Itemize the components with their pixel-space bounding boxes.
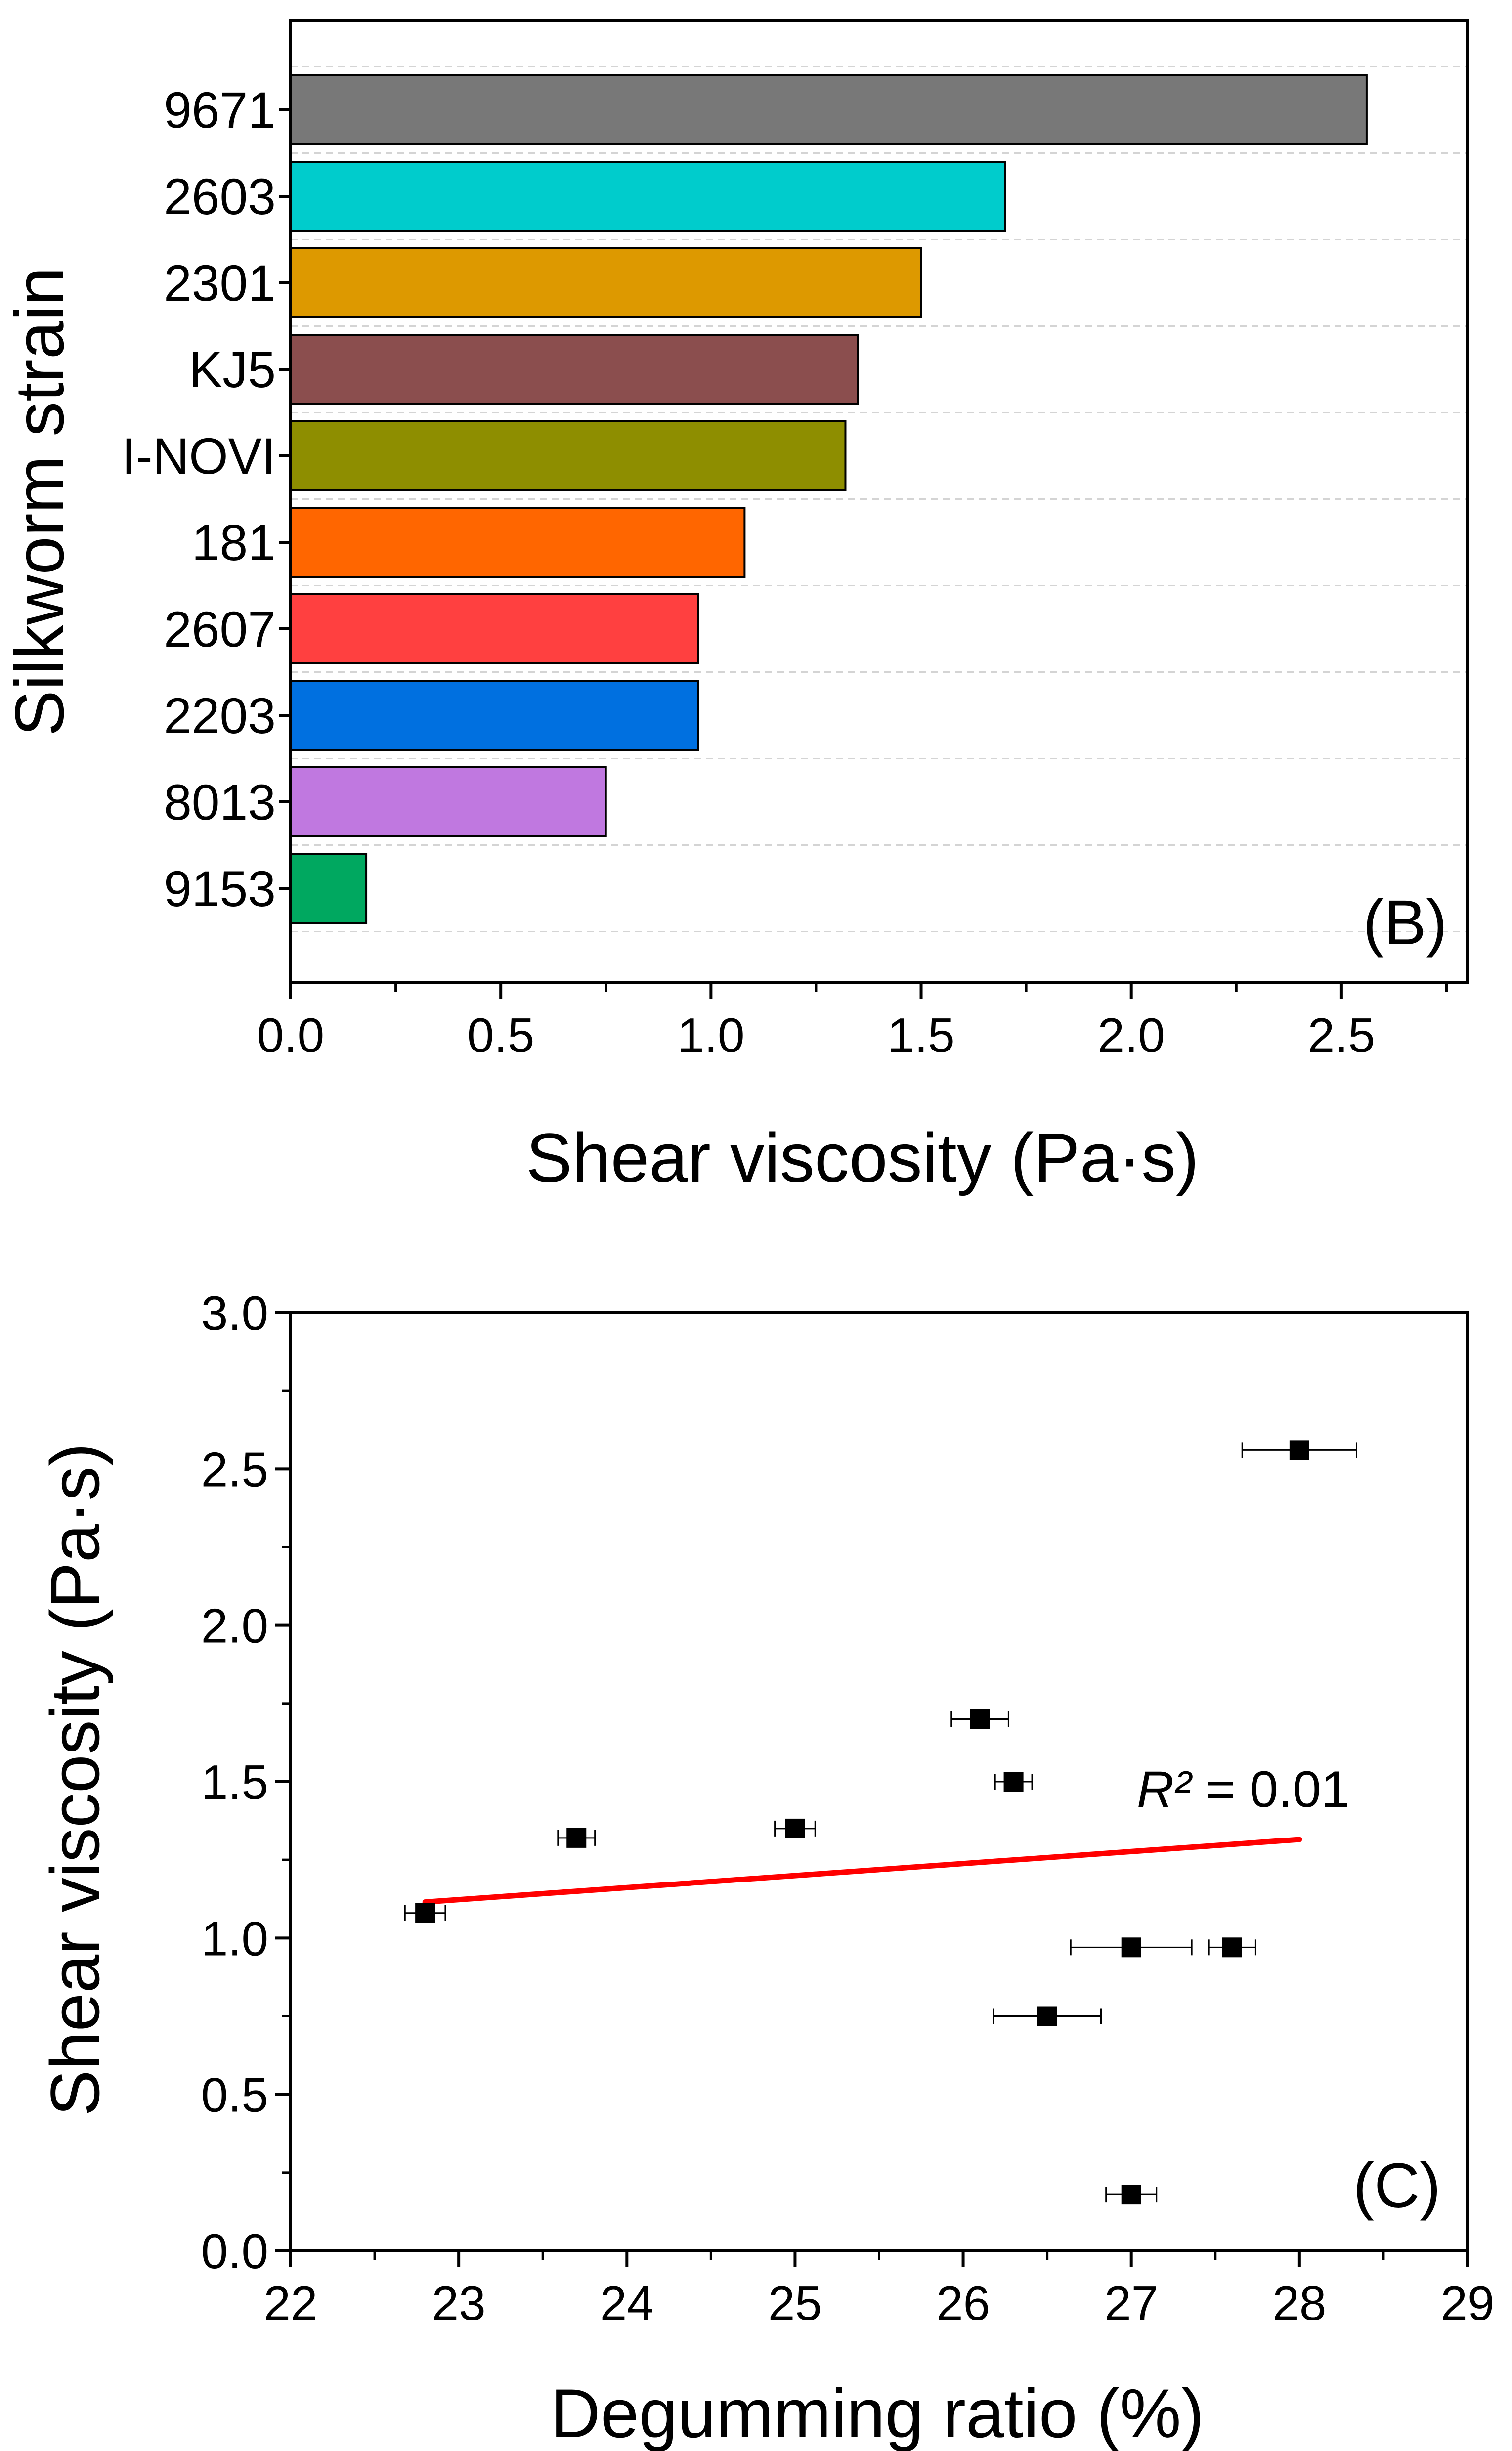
c-r-squared-annotation: R² = 0.01: [1137, 1761, 1350, 1818]
category-label: 8013: [164, 774, 276, 831]
bar-9671: [290, 74, 1368, 145]
bar-8013: [290, 766, 607, 837]
square-marker: [1222, 1937, 1242, 1958]
c-y-tick-label: 3.0: [201, 1286, 268, 1340]
c-x-tick-label: 29: [1440, 2276, 1494, 2330]
c-y-ticks: 0.0 0.5 1.0 1.5 2.0 2.5 3.0: [201, 1286, 291, 2278]
c-panel-label: (C): [1353, 2150, 1441, 2221]
c-r-squared-value: = 0.01: [1191, 1761, 1350, 1818]
scatter-point: [1208, 1937, 1256, 1958]
b-x-tick-label: 1.5: [887, 1008, 954, 1062]
c-x-tick-label: 26: [936, 2276, 990, 2330]
b-x-ticks: 0.0 0.5 1.0 1.5 2.0 2.5: [257, 983, 1448, 1062]
bar-2607: [290, 593, 699, 664]
b-plot-frame: [289, 19, 1469, 984]
scatter-point: [950, 1709, 1009, 1729]
b-y-axis-title: Silkworm strain: [0, 267, 78, 736]
bar-2603: [290, 161, 1006, 232]
c-x-tick-label: 27: [1104, 2276, 1158, 2330]
scatter-point: [404, 1903, 446, 1923]
c-x-tick-label: 24: [600, 2276, 654, 2330]
scatter-point: [994, 1772, 1033, 1792]
square-marker: [1121, 2185, 1141, 2205]
b-x-tick-label: 2.0: [1098, 1008, 1165, 1062]
scatter-point: [1070, 1937, 1193, 1958]
bar-9153: [290, 853, 368, 924]
c-y-tick-label: 0.0: [201, 2224, 268, 2278]
b-panel-label: (B): [1363, 887, 1447, 958]
b-x-tick-label: 0.0: [257, 1008, 324, 1062]
c-fit-line: [422, 1837, 1302, 1905]
category-label: 2203: [164, 688, 276, 744]
c-x-tick-label: 23: [432, 2276, 486, 2330]
b-bars: [290, 74, 1368, 924]
scatter-point: [993, 2006, 1102, 2026]
b-x-tick-label: 2.5: [1308, 1008, 1375, 1062]
square-marker: [1289, 1440, 1309, 1460]
category-label: 2301: [164, 255, 276, 311]
c-x-ticks: 22 23 24 25 26 27 28 29: [263, 2251, 1495, 2330]
square-marker: [785, 1818, 805, 1838]
category-label: I-NOVI: [122, 428, 276, 484]
square-marker: [970, 1709, 990, 1729]
square-marker: [415, 1903, 435, 1923]
scatter-point: [557, 1828, 596, 1848]
category-label: KJ5: [189, 342, 276, 398]
category-label: 9153: [164, 861, 276, 917]
bar-181: [290, 507, 746, 578]
b-gridlines: [291, 66, 1468, 932]
category-label: 9671: [164, 82, 276, 138]
category-label: 2607: [164, 601, 276, 657]
square-marker: [1037, 2006, 1057, 2026]
category-label: 181: [192, 515, 276, 571]
c-y-tick-label: 2.0: [201, 1599, 268, 1653]
c-x-tick-label: 25: [768, 2276, 822, 2330]
bar-kj5: [290, 334, 859, 405]
b-y-ticks: 9671 2603 2301 KJ5 I-NOVI 181 2607 2203 8013 9153: [122, 82, 291, 917]
c-y-tick-label: 2.5: [201, 1442, 268, 1496]
c-r-squared-symbol: R²: [1137, 1761, 1193, 1818]
c-y-tick-label: 1.5: [201, 1755, 268, 1809]
bar-2301: [290, 247, 922, 318]
b-x-tick-label: 0.5: [467, 1008, 534, 1062]
category-label: 2603: [164, 169, 276, 225]
b-x-axis-title: Shear viscosity (Pa·s): [526, 1119, 1199, 1196]
c-x-tick-label: 28: [1272, 2276, 1326, 2330]
c-x-axis-title: Degumming ratio (%): [551, 2374, 1205, 2451]
scatter-point: [774, 1818, 816, 1838]
square-marker: [1003, 1772, 1024, 1792]
square-marker: [1121, 1937, 1141, 1958]
c-x-tick-label: 22: [263, 2276, 317, 2330]
c-y-tick-label: 0.5: [201, 2068, 268, 2122]
scatter-point: [1105, 2185, 1158, 2205]
b-x-tick-label: 1.0: [677, 1008, 744, 1062]
square-marker: [566, 1828, 587, 1848]
panel-c-scatter-chart: 22 23 24 25 26 27 28 29 0.0 0.5 1.0 1.5 2.0 2.5 3.0 R…: [36, 1286, 1495, 2451]
c-data-points: [404, 1440, 1358, 2205]
bar-i-novi: [290, 420, 847, 491]
c-y-tick-label: 1.0: [201, 1911, 268, 1966]
panel-b-bar-chart: 0.0 0.5 1.0 1.5 2.0 2.5 9671 2603 2301 KJ5 I-NOVI…: [0, 19, 1469, 1196]
scatter-point: [1241, 1440, 1358, 1460]
c-y-axis-title: Shear viscosity (Pa·s): [36, 1443, 114, 2116]
bar-2203: [290, 680, 699, 751]
